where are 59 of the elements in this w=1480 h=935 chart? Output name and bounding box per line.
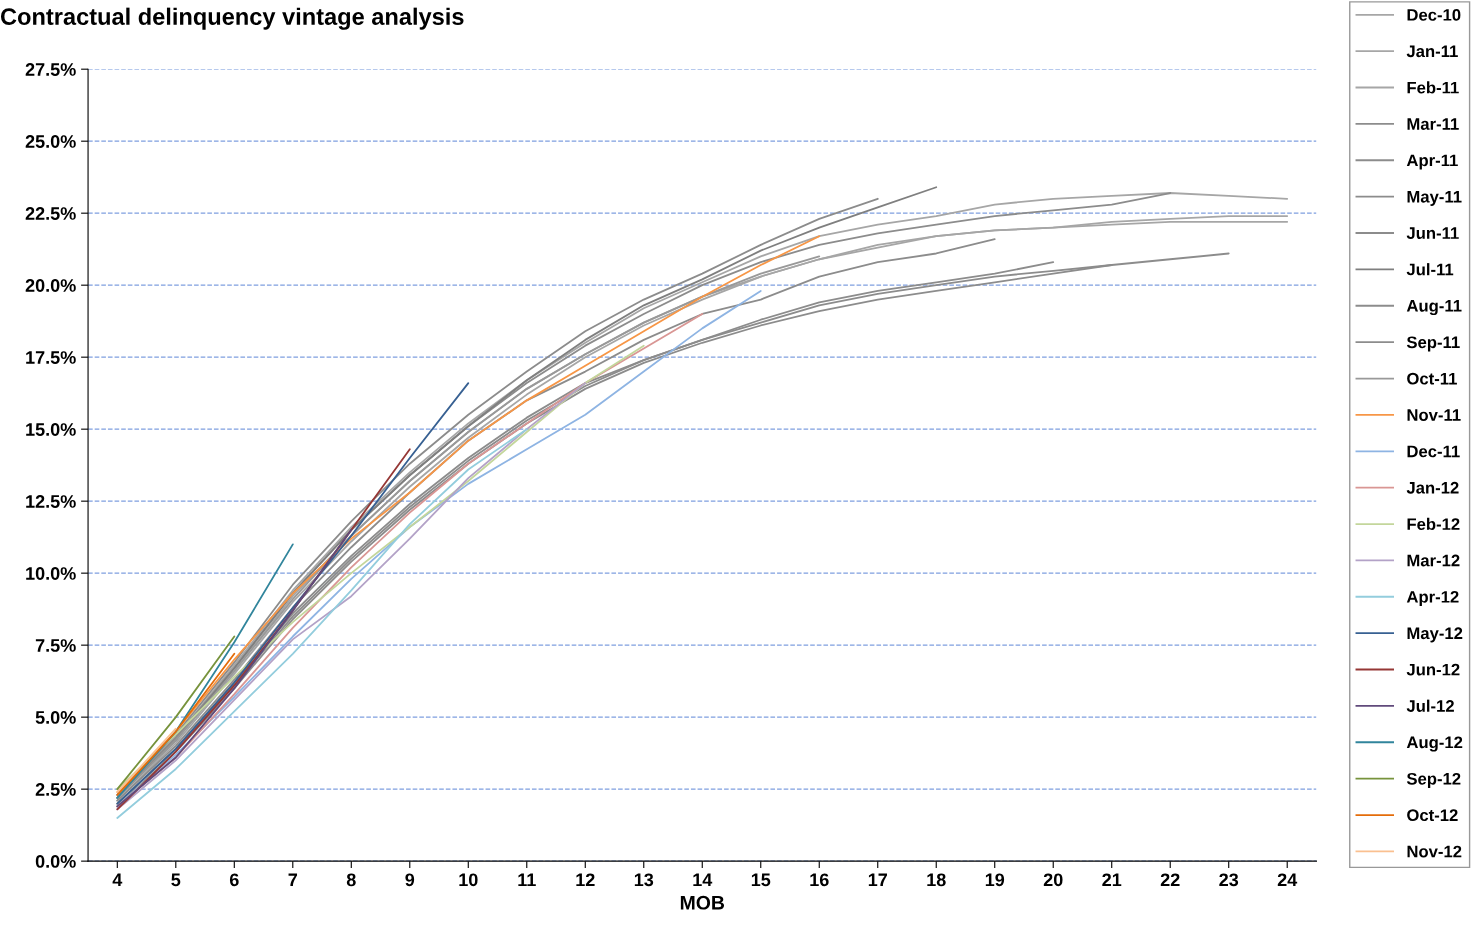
legend-label: Dec-10 [1407,8,1461,21]
legend-label: Jan-12 [1406,481,1459,494]
y-tick-label: 27.5% [25,63,76,76]
legend-label: Feb-12 [1407,517,1460,531]
chart-title: Contractual delinquency vintage analysis [0,7,464,30]
x-tick-label: 15 [751,873,771,887]
legend-label: Nov-12 [1407,845,1462,858]
x-axis-title: MOB [680,895,725,910]
x-tick-label: 16 [810,873,829,887]
x-tick-label: 4 [112,873,123,887]
x-tick-label: 22 [1160,873,1180,887]
legend-label: Oct-11 [1407,372,1457,385]
x-tick-label: 14 [693,873,713,887]
legend-label: Mar-12 [1407,554,1460,567]
legend-label: Jul-12 [1406,699,1454,712]
legend-label: Jun-12 [1406,663,1460,676]
y-tick-label: 12.5% [26,495,76,508]
legend-label: May-12 [1407,627,1463,643]
legend-label: Jul-11 [1406,263,1454,276]
legend-label: Apr-11 [1406,154,1458,170]
x-tick-label: 24 [1277,873,1298,887]
x-tick-label: 9 [405,873,415,887]
legend-label: Mar-11 [1407,118,1459,130]
legend-label: Nov-11 [1407,409,1461,421]
y-tick-label: 0.0% [35,855,76,868]
x-tick-label: 20 [1043,873,1063,887]
y-tick-label: 10.0% [26,567,76,580]
legend-label: Sep-12 [1406,772,1461,788]
x-tick-label: 10 [459,873,478,887]
x-tick-label: 5 [171,873,181,887]
y-tick-label: 17.5% [26,351,76,364]
x-tick-label: 23 [1219,873,1239,887]
legend-label: Oct-12 [1407,809,1458,822]
legend-label: May-11 [1407,191,1462,206]
y-tick-label: 15.0% [26,423,76,436]
legend-label: Feb-11 [1407,81,1459,94]
legend-label: Dec-11 [1407,445,1460,458]
legend-label: Jan-11 [1406,45,1458,58]
x-tick-label: 13 [634,873,654,887]
legend-label: Aug-11 [1406,300,1462,316]
x-tick-label: 19 [985,873,1005,887]
legend-label: Aug-12 [1406,736,1463,752]
x-tick-label: 17 [868,873,887,887]
legend-label: Sep-11 [1406,336,1460,352]
y-tick-label: 5.0% [35,711,76,724]
x-tick-label: 12 [576,873,595,887]
y-tick-label: 7.5% [35,639,76,652]
x-tick-label: 6 [229,873,239,887]
y-tick-label: 2.5% [35,783,76,796]
y-tick-label: 25.0% [25,135,76,148]
legend-label: Apr-12 [1406,590,1459,607]
x-tick-label: 21 [1102,873,1122,887]
legend-label: Jun-11 [1406,227,1459,239]
x-tick-label: 11 [518,873,536,887]
x-tick-label: 7 [288,873,298,887]
y-tick-label: 22.5% [25,207,76,220]
y-tick-label: 20.0% [25,279,76,292]
x-tick-label: 18 [927,873,946,887]
x-tick-label: 8 [346,873,356,887]
